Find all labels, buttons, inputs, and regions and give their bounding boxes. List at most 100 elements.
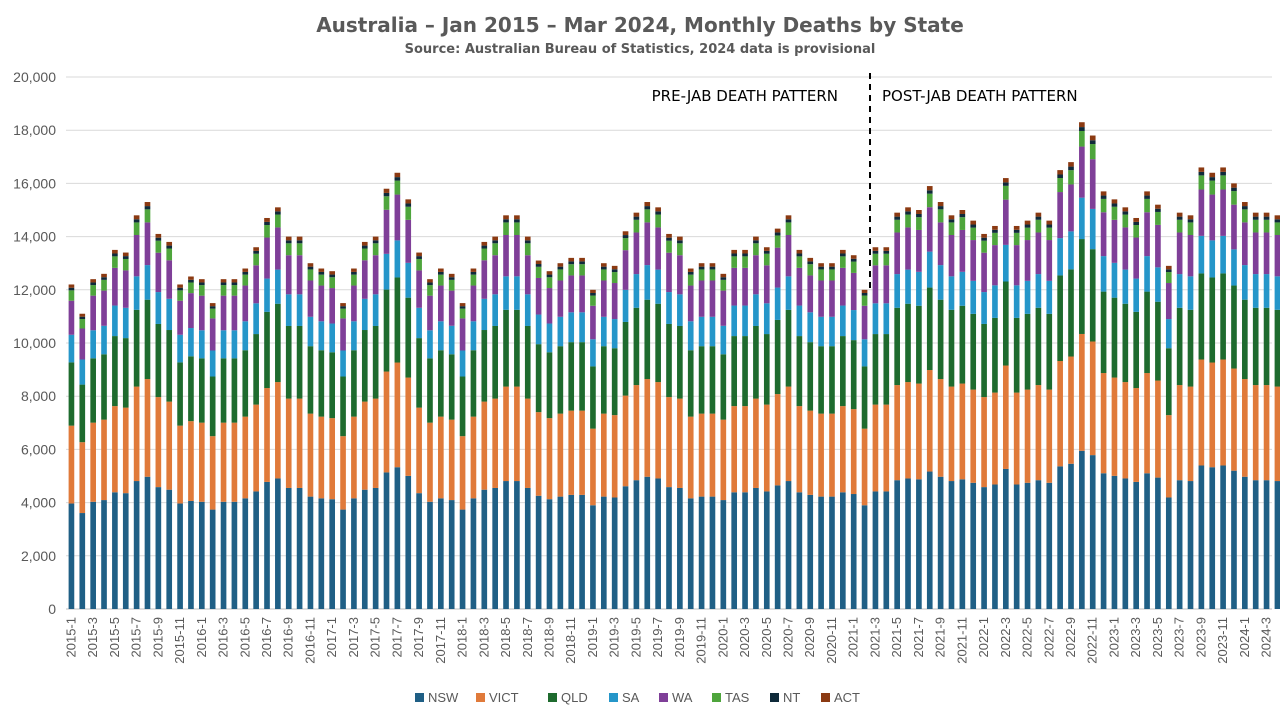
bar-segment-nt [318, 271, 325, 275]
bar-segment-nsw [1242, 476, 1248, 609]
bar-segment-qld [1252, 307, 1259, 386]
bar-segment-act [807, 257, 814, 262]
bar-segment-act [209, 303, 216, 307]
bar-segment-tas [361, 248, 368, 261]
bar-segment-tas [188, 282, 194, 294]
chart-title: Australia – Jan 2015 – Mar 2024, Monthly… [316, 13, 964, 37]
x-tick-label: 2019-9 [672, 617, 687, 657]
bar-segment-nt [275, 211, 281, 215]
bar-segment-nt [112, 253, 118, 257]
bar-segment-qld [926, 287, 933, 371]
bar-segment-nsw [1263, 480, 1270, 609]
bar-segment-qld [492, 325, 498, 399]
bar-segment-nsw [133, 481, 140, 609]
bar-segment-vict [861, 428, 868, 506]
bar-segment-nsw [818, 496, 824, 609]
bar-segment-qld [655, 303, 661, 383]
bar-segment-nsw [579, 494, 585, 609]
bar-segment-act [774, 228, 781, 233]
bar-segment-act [198, 279, 205, 283]
bar-segment-vict [166, 401, 173, 490]
bar-segment-vict [361, 401, 368, 490]
bar-segment-nsw [79, 513, 86, 609]
bar-segment-vict [481, 401, 488, 490]
bar-segment-act [709, 263, 716, 267]
legend-label-nt: NT [783, 690, 800, 705]
bar-segment-tas [122, 258, 129, 271]
bar-segment-nsw [427, 501, 433, 609]
bar-segment-qld [361, 330, 368, 402]
bar-segment-sa [307, 316, 314, 347]
bar-segment-tas [970, 227, 977, 241]
legend-label-vict: VICT [489, 690, 519, 705]
bar-segment-nsw [872, 491, 879, 609]
x-tick-label: 2020-7 [781, 617, 796, 657]
bar-segment-sa [470, 321, 477, 351]
bar-segment-sa [666, 292, 672, 324]
bar-segment-wa [731, 267, 738, 306]
bar-segment-act [503, 215, 509, 220]
bar-segment-sa [742, 305, 748, 337]
bar-segment-qld [829, 346, 835, 414]
annotation-pre: PRE-JAB DEATH PATTERN [652, 87, 838, 105]
bar-segment-act [1252, 212, 1259, 217]
bar-segment-sa [79, 359, 86, 385]
bar-segment-act [177, 284, 183, 288]
bar-segment-nt [209, 306, 216, 309]
bar-segment-nsw [1079, 450, 1085, 609]
bar-segment-tas [840, 256, 846, 268]
bar-segment-sa [416, 307, 422, 339]
bar-segment-vict [503, 386, 509, 482]
bar-segment-act [742, 249, 748, 254]
bar-segment-sa [209, 350, 216, 377]
bar-segment-tas [633, 219, 640, 233]
bar-segment-nt [481, 245, 488, 249]
bar-segment-nt [524, 240, 531, 244]
bar-segment-vict [79, 442, 86, 514]
bar-segment-sa [90, 330, 96, 359]
bar-segment-nt [600, 266, 607, 270]
bar-segment-vict [524, 398, 531, 488]
bar-segment-vict [818, 413, 824, 497]
bar-segment-sa [361, 298, 368, 331]
x-tick-label: 2015-5 [107, 617, 122, 657]
bar-segment-wa [579, 275, 585, 313]
bar-segment-nt [351, 271, 357, 275]
bar-segment-wa [209, 318, 216, 351]
x-tick-label: 2020-11 [824, 617, 839, 664]
bar-segment-vict [883, 404, 890, 492]
bar-segment-vict [1133, 388, 1140, 482]
bar-segment-nt [296, 240, 303, 244]
bar-segment-act [296, 236, 303, 241]
bar-segment-nt [264, 221, 270, 226]
bar-segment-tas [307, 269, 314, 281]
bar-segment-sa [1187, 276, 1194, 310]
bar-segment-qld [122, 338, 129, 408]
bar-segment-sa [861, 339, 868, 367]
bar-segment-tas [177, 290, 183, 301]
bar-segment-wa [535, 277, 542, 315]
bar-segment-qld [242, 350, 249, 417]
bar-segment-qld [1187, 309, 1194, 387]
bar-segment-nsw [372, 487, 379, 609]
bar-segment-tas [1176, 219, 1183, 233]
bar-segment-act [1079, 122, 1085, 128]
bar-segment-nt [666, 237, 672, 241]
bar-segment-qld [709, 346, 716, 414]
bar-segment-qld [166, 330, 173, 402]
bar-segment-vict [340, 436, 346, 510]
bar-segment-qld [448, 354, 455, 420]
bar-segment-nsw [1231, 470, 1237, 609]
bar-segment-vict [720, 419, 727, 501]
bar-segment-nsw [1111, 475, 1118, 609]
bar-segment-nsw [1002, 468, 1009, 609]
bar-segment-vict [416, 407, 422, 494]
bar-segment-qld [90, 358, 96, 423]
bar-segment-vict [753, 398, 759, 488]
bar-segment-nt [687, 271, 694, 275]
x-tick-label: 2015-11 [172, 617, 187, 664]
x-tick-label: 2017-7 [389, 617, 404, 657]
bar-segment-sa [970, 280, 977, 314]
bar-segment-qld [720, 354, 727, 420]
bar-segment-tas [937, 209, 944, 223]
